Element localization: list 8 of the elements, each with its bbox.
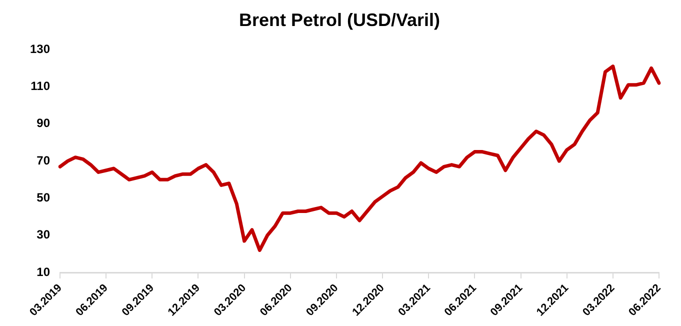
y-tick-label: 70 [36,153,50,168]
y-tick-label: 90 [36,116,50,130]
y-tick-label: 30 [36,228,50,242]
y-tick-label: 110 [30,79,50,94]
y-tick-label: 130 [30,42,50,56]
y-tick-label: 50 [36,190,50,205]
y-tick-label: 10 [36,264,50,279]
chart-title: Brent Petrol (USD/Varil) [238,10,440,30]
